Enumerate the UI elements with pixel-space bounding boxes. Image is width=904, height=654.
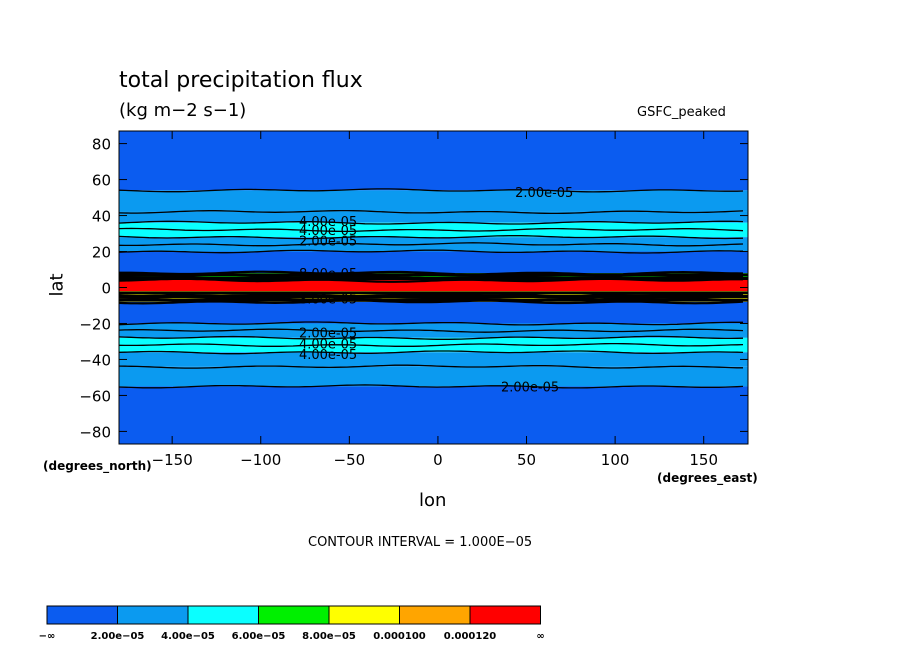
colorbar-label-6: 0.000120 [444,631,497,642]
contour-line-6 [118,249,744,254]
equatorial-contour-1 [119,277,748,281]
chart-title: total precipitation flux [119,68,363,93]
y-tick-label-1: −60 [79,387,111,405]
x-axis-units: (degrees_east) [657,471,758,485]
equatorial-contour-4 [119,298,748,302]
x-axis-label: lon [419,490,447,511]
contour-line-15 [118,335,744,340]
lat-band-13 [119,366,748,387]
colorbar: −∞ 2.00e−05 4.00e−05 6.00e−05 8.00e−05 0.0001… [39,605,545,642]
contour-label-2: 4.00e-05 [299,224,357,239]
colorbar-label-2: 4.00e−05 [161,631,215,642]
contour-line-14 [118,328,744,333]
y-tick-label-0: −80 [79,423,111,441]
lat-band-1 [119,190,748,212]
x-tick-label-5: 100 [601,451,630,469]
contour-label-3: 2.00e-05 [299,235,357,250]
contour-line-13 [118,321,743,326]
contour-line-16 [118,342,744,347]
contour-line-1 [118,209,744,215]
contour-label-1: 4.00e-05 [299,215,357,230]
contour-label-0: 2.00e-05 [515,186,573,201]
contour-line-5 [118,242,744,247]
contour-line-4 [118,235,744,240]
colorbar-swatch-5 [399,605,471,625]
colorbar-label-3: 6.00e−05 [232,631,286,642]
contour-label-8: 4.00e-05 [299,348,357,363]
colorbar-swatch-1 [117,605,189,625]
colorbar-swatch-2 [187,605,259,625]
lat-band-14 [119,386,748,444]
y-tick-label-6: 40 [92,208,111,226]
x-tick-label-6: 150 [689,451,718,469]
colorbar-label-1: 2.00e−05 [91,631,145,642]
colorbar-label-7: ∞ [536,631,544,642]
colorbar-swatch-0 [46,605,118,625]
lat-band-0 [119,131,748,191]
contour-label-6: 2.00e-05 [299,326,357,341]
y-tick-label-7: 60 [92,172,111,190]
y-tick-label-3: −20 [79,315,111,333]
lat-band-5 [119,251,748,274]
equatorial-contour-0 [119,273,748,277]
y-tick-label-2: −40 [79,351,111,369]
x-tick-label-3: 0 [433,451,443,469]
colorbar-swatch-4 [328,605,400,625]
y-axis-units: (degrees_north) [43,459,152,473]
contour-line-0 [118,188,744,193]
contour-label-7: 4.00e-05 [299,337,357,352]
x-tick-label-0: −150 [152,451,193,469]
lat-band-12 [119,352,748,367]
contour-line-18 [118,364,743,369]
axis-ticks: −80 −60 −40 −20 0 20 40 60 80 −150 −100 −50 0 50 100 15… [79,131,748,469]
units-label: (kg m−2 s−1) [119,100,247,121]
lat-band-2 [119,211,748,223]
colorbar-swatch-6 [469,605,541,625]
contour-line-2 [118,220,744,225]
y-tick-label-5: 20 [92,244,111,262]
colorbar-label-0: −∞ [39,631,56,642]
contour-interval-text: CONTOUR INTERVAL = 1.000E−05 [308,535,533,550]
heatmap-bands [119,131,748,444]
lat-band-9 [119,301,748,324]
equatorial-contour-3 [119,294,748,298]
contour-lines [118,188,748,389]
contour-label-9: 2.00e-05 [501,380,559,395]
contour-labels: 2.00e-054.00e-054.00e-052.00e-058.00e-05… [299,186,573,395]
contour-line-19 [118,384,744,389]
x-tick-label-4: 50 [517,451,536,469]
x-tick-label-2: −50 [334,451,366,469]
contour-line-3 [118,227,744,233]
equatorial-contour-2 [119,291,748,295]
y-tick-label-4: 0 [101,280,111,298]
contour-label-5: 8.00e-05 [299,292,357,307]
colorbar-label-5: 0.000100 [373,631,426,642]
y-tick-label-8: 80 [92,136,111,154]
contour-label-4: 8.00e-05 [299,267,357,282]
colorbar-swatch-3 [258,605,330,625]
x-tick-label-1: −100 [240,451,281,469]
colorbar-label-4: 8.00e−05 [302,631,356,642]
model-label: GSFC_peaked [637,105,726,120]
contour-line-11 [118,295,744,301]
contour-line-17 [118,350,744,355]
